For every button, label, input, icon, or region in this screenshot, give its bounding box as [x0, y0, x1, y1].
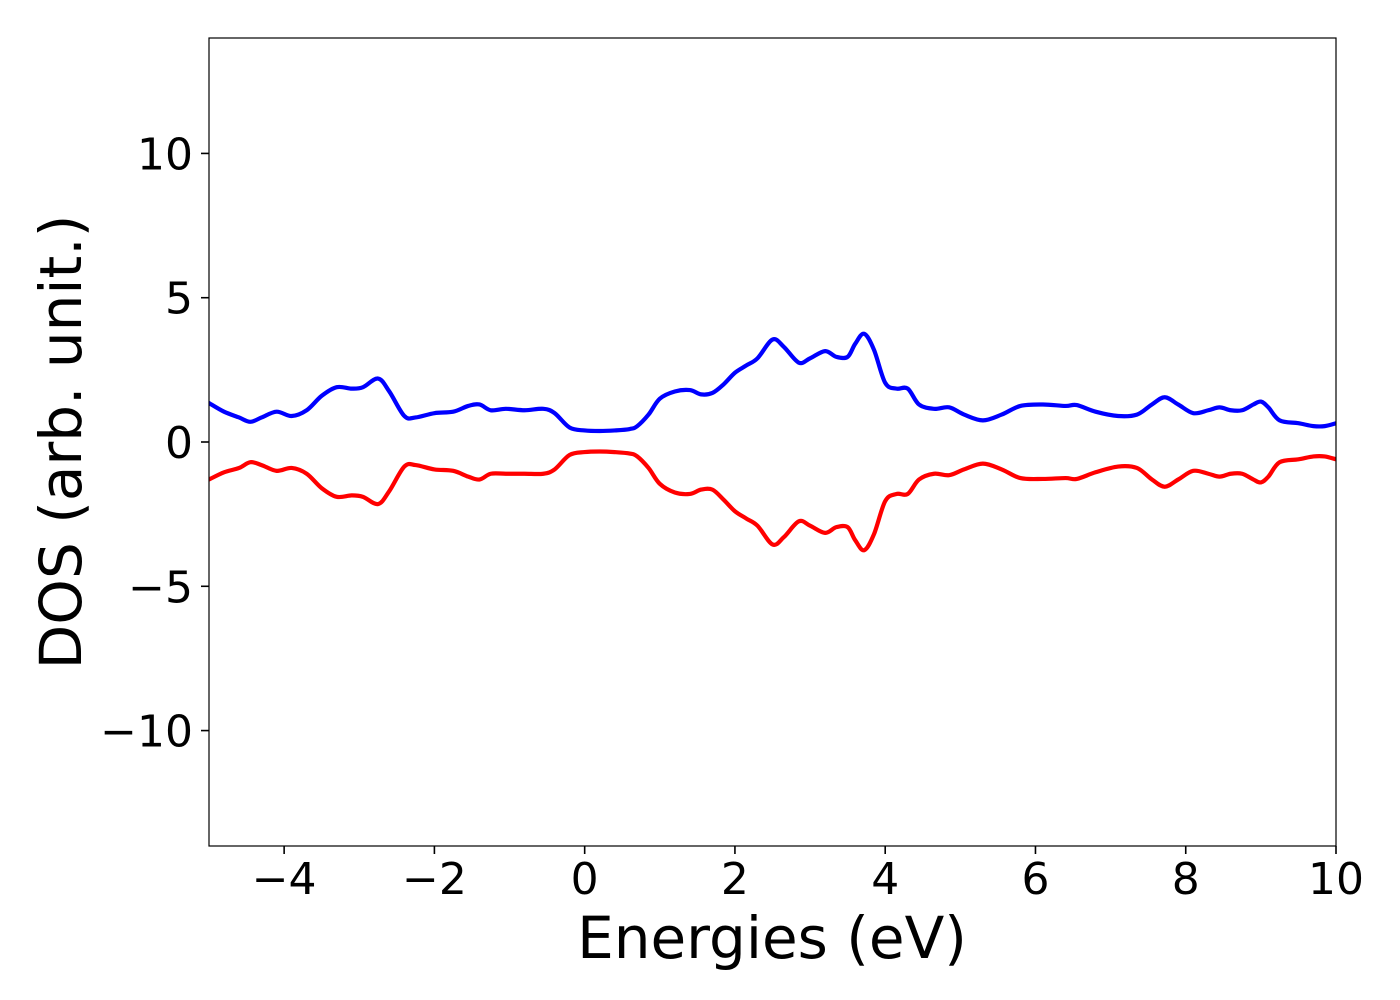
series-layer [209, 331, 1336, 553]
y-axis-title: DOS (arb. unit.) [27, 215, 95, 670]
x-tick-label: 0 [571, 854, 599, 905]
plot-area [208, 37, 1337, 847]
x-tick-label: 10 [1308, 854, 1364, 905]
y-tick-label: −5 [128, 562, 193, 613]
x-axis: −4 −2 0 2 4 6 8 10 [252, 846, 1364, 905]
y-axis: −10 −5 0 5 10 [100, 129, 209, 758]
x-tick-label: 2 [721, 854, 749, 905]
spin-up-line [209, 331, 1336, 434]
x-tick-label: 8 [1172, 854, 1200, 905]
spin-down-line [209, 449, 1336, 553]
y-tick-label: 0 [165, 418, 193, 469]
x-axis-title: Energies (eV) [577, 904, 967, 972]
plot-frame [208, 37, 1337, 847]
x-tick-label: −4 [252, 854, 317, 905]
x-tick-label: −2 [402, 854, 467, 905]
y-tick-label: −10 [100, 707, 193, 758]
x-tick-label: 4 [871, 854, 899, 905]
y-tick-label: 10 [137, 129, 193, 180]
x-tick-label: 6 [1021, 854, 1049, 905]
y-tick-label: 5 [165, 274, 193, 325]
